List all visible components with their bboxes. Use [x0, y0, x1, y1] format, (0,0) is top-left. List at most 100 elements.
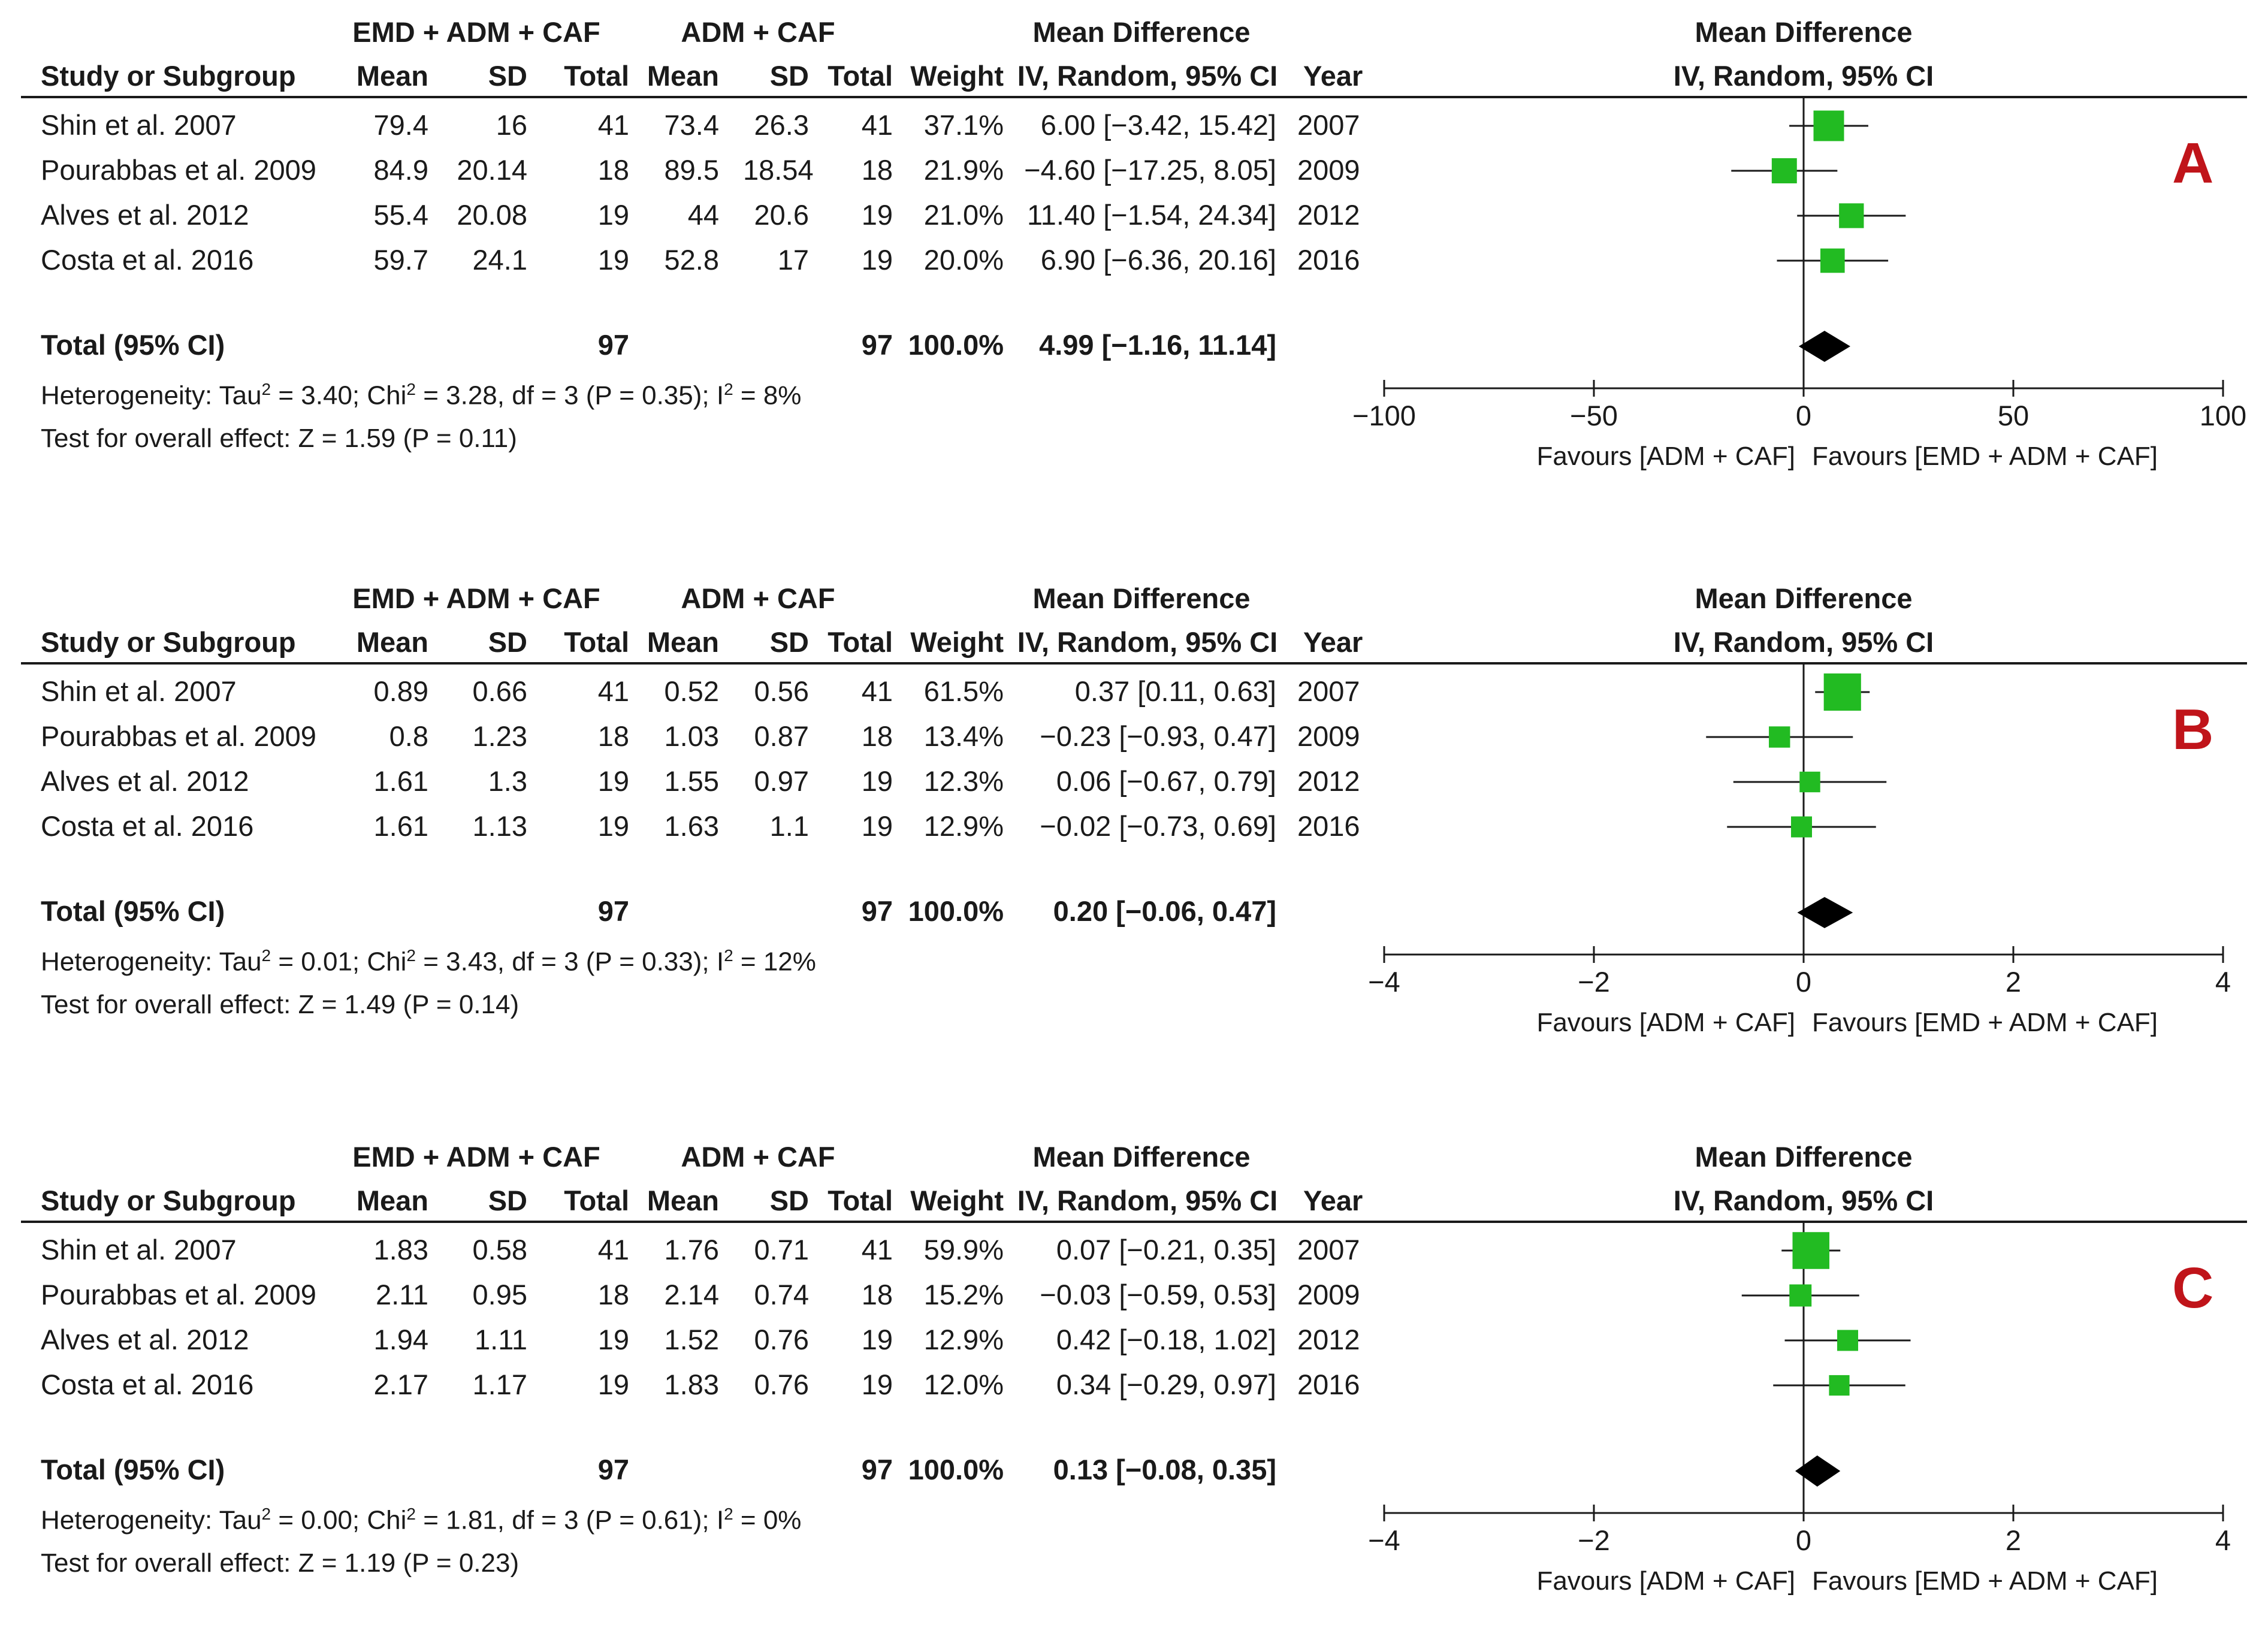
favours-left-label: Favours [ADM + CAF] [1536, 442, 1795, 471]
weight: 12.9% [923, 810, 1004, 842]
total-exp: 19 [597, 199, 629, 231]
favours-right-label: Favours [EMD + ADM + CAF] [1812, 1008, 2158, 1037]
mean-exp: 55.4 [373, 199, 428, 231]
study-name: Pourabbas et al. 2009 [41, 1279, 316, 1310]
favours-left-label: Favours [ADM + CAF] [1536, 1566, 1795, 1596]
col-sd-exp: SD [488, 626, 527, 658]
sd-ctrl: 0.76 [754, 1324, 809, 1355]
col-study: Study or Subgroup [41, 1185, 296, 1216]
col-weight: Weight [910, 1185, 1004, 1216]
pooled-diamond [1797, 897, 1853, 928]
col-mean-exp: Mean [356, 60, 428, 92]
total-weight: 100.0% [908, 895, 1004, 927]
mean-ctrl: 1.03 [664, 720, 719, 752]
plot-md-subheader: IV, Random, 95% CI [1673, 60, 1934, 92]
total-n-exp: 97 [597, 895, 629, 927]
total-ci: 0.20 [−0.06, 0.47] [1053, 895, 1276, 927]
total-ctrl: 19 [861, 1369, 893, 1400]
mean-exp: 1.61 [373, 810, 428, 842]
mean-exp: 2.11 [376, 1279, 428, 1310]
study-marker [1813, 110, 1844, 141]
study-marker [1771, 158, 1797, 183]
weight: 12.0% [923, 1369, 1004, 1400]
group-header-exp: EMD + ADM + CAF [352, 1141, 600, 1173]
col-total-ctrl: Total [828, 626, 893, 658]
study-marker [1791, 816, 1812, 838]
forest-plot: −100 −50 0 50 100 Favours [ADM + CAF] Favours … [1352, 96, 2246, 471]
sd-exp: 16 [496, 109, 527, 141]
forest-plot: −4 −2 0 2 4 Favours [ADM + CAF] Favours [EMD +… [1368, 1221, 2231, 1596]
sd-exp: 0.95 [472, 1279, 527, 1310]
total-label: Total (95% CI) [41, 1454, 225, 1485]
year: 2012 [1297, 1324, 1360, 1355]
total-ctrl: 41 [861, 675, 893, 707]
sd-exp: 1.13 [472, 810, 527, 842]
total-weight: 100.0% [908, 1454, 1004, 1485]
weight: 37.1% [923, 109, 1004, 141]
overall-effect-text: Test for overall effect: Z = 1.59 (P = 0… [41, 424, 517, 453]
x-tick-label: 50 [1998, 400, 2029, 431]
study-marker [1839, 203, 1864, 228]
weight: 13.4% [923, 720, 1004, 752]
sd-ctrl: 0.87 [754, 720, 809, 752]
study-marker [1829, 1375, 1850, 1396]
year: 2012 [1297, 765, 1360, 797]
col-year: Year [1303, 1185, 1363, 1216]
group-header-ctrl: ADM + CAF [681, 582, 835, 614]
heterogeneity-text: Heterogeneity: Tau2 = 0.01; Chi2 = 3.43,… [41, 946, 816, 977]
total-exp: 18 [597, 154, 629, 186]
study-name: Alves et al. 2012 [41, 1324, 249, 1355]
sd-exp: 0.66 [472, 675, 527, 707]
col-weight: Weight [910, 60, 1004, 92]
ci: 0.37 [0.11, 0.63] [1074, 675, 1276, 707]
sd-ctrl: 17 [777, 244, 809, 276]
total-ci: 0.13 [−0.08, 0.35] [1053, 1454, 1276, 1485]
header-rule [21, 1221, 2247, 1223]
heterogeneity-text: Heterogeneity: Tau2 = 0.00; Chi2 = 1.81,… [41, 1505, 802, 1535]
sd-ctrl: 0.76 [754, 1369, 809, 1400]
ci: 11.40 [−1.54, 24.34] [1027, 199, 1276, 231]
total-exp: 19 [597, 244, 629, 276]
year: 2009 [1297, 154, 1360, 186]
study-marker [1789, 1284, 1812, 1307]
mean-ctrl: 2.14 [664, 1279, 719, 1310]
study-name: Costa et al. 2016 [41, 244, 254, 276]
favours-right-label: Favours [EMD + ADM + CAF] [1812, 442, 2158, 471]
study-name: Costa et al. 2016 [41, 810, 254, 842]
col-mean-ctrl: Mean [647, 60, 719, 92]
col-ci: IV, Random, 95% CI [1017, 626, 1278, 658]
total-exp: 19 [597, 810, 629, 842]
col-ci: IV, Random, 95% CI [1017, 60, 1278, 92]
total-label: Total (95% CI) [41, 329, 225, 361]
total-ctrl: 18 [861, 720, 893, 752]
sd-ctrl: 26.3 [754, 109, 809, 141]
year: 2016 [1297, 244, 1360, 276]
x-tick-label: 100 [2200, 400, 2246, 431]
md-header: Mean Difference [1032, 582, 1251, 614]
total-weight: 100.0% [908, 329, 1004, 361]
sd-ctrl: 0.71 [754, 1234, 809, 1266]
group-header-ctrl: ADM + CAF [681, 16, 835, 48]
col-mean-ctrl: Mean [647, 626, 719, 658]
forest-panel-c: EMD + ADM + CAF ADM + CAF Mean Differenc… [0, 1125, 2262, 1652]
study-marker [1792, 1232, 1830, 1269]
mean-exp: 59.7 [373, 244, 428, 276]
group-header-exp: EMD + ADM + CAF [352, 16, 600, 48]
total-ctrl: 19 [861, 765, 893, 797]
weight: 21.9% [923, 154, 1004, 186]
x-tick-label: 2 [2006, 1524, 2021, 1556]
study-marker [1837, 1330, 1858, 1351]
mean-ctrl: 1.76 [664, 1234, 719, 1266]
ci: 6.00 [−3.42, 15.42] [1040, 109, 1276, 141]
heterogeneity-text: Heterogeneity: Tau2 = 3.40; Chi2 = 3.28,… [41, 380, 802, 410]
col-total-exp: Total [564, 1185, 629, 1216]
overall-effect-text: Test for overall effect: Z = 1.19 (P = 0… [41, 1548, 520, 1578]
col-weight: Weight [910, 626, 1004, 658]
study-marker [1823, 673, 1861, 711]
mean-exp: 1.61 [373, 765, 428, 797]
total-ctrl: 18 [861, 154, 893, 186]
col-total-ctrl: Total [828, 1185, 893, 1216]
study-name: Shin et al. 2007 [41, 1234, 237, 1266]
plot-md-header: Mean Difference [1695, 582, 1913, 614]
ci: 0.07 [−0.21, 0.35] [1056, 1234, 1276, 1266]
